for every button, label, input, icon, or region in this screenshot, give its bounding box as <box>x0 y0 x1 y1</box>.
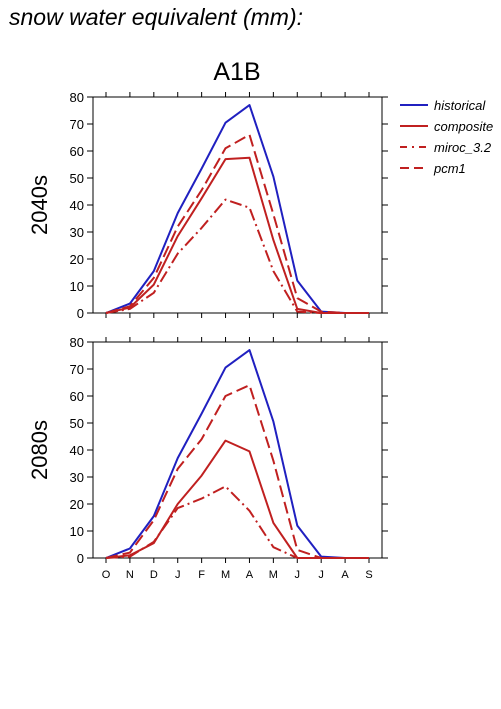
chart-panels: 0 10 20 30 40 50 60 70 80 2040s 0 10 20 30 40 50 60 70 80 O… <box>27 90 388 581</box>
y-tick-label: 60 <box>70 389 84 404</box>
x-tick-label: M <box>221 569 230 581</box>
legend-label-pcm1: pcm1 <box>433 161 466 176</box>
x-tick-label: M <box>269 569 278 581</box>
legend: historical composite miroc_3.2 pcm1 <box>400 98 493 176</box>
legend-label-miroc_3.2: miroc_3.2 <box>434 140 492 155</box>
x-tick-label: D <box>150 569 158 581</box>
y-tick-label: 70 <box>70 362 84 377</box>
series-line-pcm1 <box>105 133 369 314</box>
x-tick-label: A <box>341 569 349 581</box>
legend-label-composite: composite <box>434 119 493 134</box>
x-tick-label: J <box>175 569 181 581</box>
y-tick-label: 20 <box>70 497 84 512</box>
series-line-historical <box>105 349 369 559</box>
y-tick-label: 50 <box>70 171 84 186</box>
y-tick-label: 60 <box>70 144 84 159</box>
chart-heading: snow water equivalent (mm): <box>9 4 303 30</box>
y-axis-label: 2040s <box>27 175 52 235</box>
plot-frame <box>92 341 383 559</box>
series-line-historical <box>105 104 369 314</box>
y-tick-label: 30 <box>70 225 84 240</box>
y-tick-label: 40 <box>70 198 84 213</box>
series-line-pcm1 <box>105 384 369 559</box>
series-line-miroc_3.2 <box>105 198 369 314</box>
y-tick-label: 70 <box>70 117 84 132</box>
y-tick-label: 80 <box>70 90 84 105</box>
y-tick-label: 20 <box>70 252 84 267</box>
x-tick-label: J <box>295 569 301 581</box>
x-tick-label: F <box>198 569 205 581</box>
x-tick-label: N <box>126 569 134 581</box>
y-tick-label: 30 <box>70 470 84 485</box>
y-tick-label: 10 <box>70 524 84 539</box>
plot-frame <box>92 96 383 314</box>
legend-label-historical: historical <box>434 98 486 113</box>
y-tick-label: 50 <box>70 416 84 431</box>
series-line-composite <box>105 156 369 314</box>
x-tick-label: J <box>318 569 324 581</box>
panel-1: 0 10 20 30 40 50 60 70 80 2040s <box>27 90 388 321</box>
x-tick-label: O <box>102 569 111 581</box>
series-line-miroc_3.2 <box>105 485 369 559</box>
y-tick-label: 10 <box>70 279 84 294</box>
y-tick-label: 80 <box>70 335 84 350</box>
y-axis-label: 2080s <box>27 420 52 480</box>
panel-2: 0 10 20 30 40 50 60 70 80 O N D J F M A M J J A S 2080s <box>27 335 388 581</box>
y-tick-label: 40 <box>70 443 84 458</box>
scenario-title: A1B <box>213 58 260 86</box>
y-tick-label: 0 <box>77 306 84 321</box>
x-tick-label: S <box>365 569 372 581</box>
x-tick-label: A <box>246 569 254 581</box>
y-tick-label: 0 <box>77 551 84 566</box>
